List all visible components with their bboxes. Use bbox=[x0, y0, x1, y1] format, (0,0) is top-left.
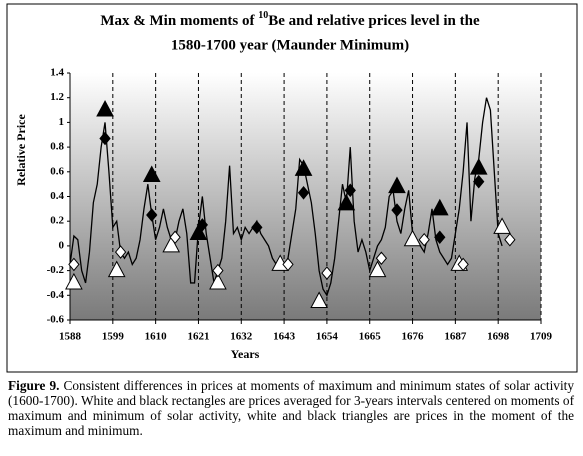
chart-title: 1580-1700 year (Maunder Minimum) bbox=[171, 37, 409, 53]
diamond-marker bbox=[114, 245, 127, 259]
x-tick-label: 1687 bbox=[444, 331, 467, 343]
triangle-marker bbox=[310, 291, 328, 308]
diamond-marker bbox=[68, 257, 80, 272]
diamond-marker bbox=[169, 230, 181, 245]
triangle-marker bbox=[430, 198, 449, 216]
triangle-marker bbox=[368, 260, 387, 278]
triangle-marker bbox=[162, 235, 181, 253]
triangle-marker bbox=[142, 165, 161, 183]
diamond-marker bbox=[251, 220, 263, 235]
title-part: Max & Min moments of bbox=[100, 13, 258, 29]
y-tick-label: -0.6 bbox=[47, 314, 65, 326]
x-tick-label: 1654 bbox=[316, 331, 339, 343]
diamond-marker bbox=[212, 263, 224, 278]
y-tick-label: 1.2 bbox=[50, 91, 64, 103]
diamond-marker bbox=[146, 208, 158, 222]
x-tick-label: 1676 bbox=[402, 331, 425, 343]
y-tick-label: 0.8 bbox=[50, 141, 64, 153]
triangle-marker bbox=[96, 99, 114, 117]
triangle-marker bbox=[337, 193, 356, 211]
x-tick-label: 1665 bbox=[359, 331, 382, 343]
diamond-marker bbox=[434, 230, 446, 245]
y-tick-label: 0 bbox=[59, 239, 65, 251]
x-tick-label: 1588 bbox=[59, 331, 82, 343]
triangle-marker bbox=[107, 260, 126, 278]
diamond-marker bbox=[282, 257, 294, 272]
y-tick-label: 0.6 bbox=[50, 165, 64, 177]
x-tick-label: 1599 bbox=[102, 331, 125, 343]
y-axis-label: Relative Price bbox=[14, 114, 28, 186]
x-tick-label: 1709 bbox=[530, 331, 553, 343]
diamond-marker bbox=[391, 203, 403, 217]
triangle-marker bbox=[294, 159, 313, 176]
y-tick-label: -0.2 bbox=[47, 264, 65, 276]
diamond-marker bbox=[196, 218, 208, 232]
diamond-marker bbox=[473, 174, 485, 189]
triangle-marker bbox=[189, 223, 208, 241]
diamond-marker bbox=[321, 266, 333, 280]
x-tick-label: 1698 bbox=[487, 331, 510, 343]
diamond-marker bbox=[504, 232, 516, 247]
chart: Max & Min moments of 10Be and relative p… bbox=[6, 3, 578, 373]
triangle-marker bbox=[493, 217, 511, 234]
diamond-marker bbox=[418, 232, 430, 247]
y-tick-label: -0.4 bbox=[47, 289, 65, 301]
y-tick-label: 0.2 bbox=[50, 215, 64, 227]
x-axis-label: Years bbox=[231, 347, 260, 361]
caption-text: Consistent differences in prices at mome… bbox=[8, 378, 574, 438]
x-tick-label: 1632 bbox=[230, 331, 253, 343]
triangle-marker bbox=[388, 176, 406, 194]
title-part: Be and relative prices level in the bbox=[268, 13, 480, 29]
x-tick-label: 1610 bbox=[145, 331, 168, 343]
diamond-marker bbox=[344, 183, 356, 198]
diamond-marker bbox=[375, 251, 388, 266]
x-tick-label: 1643 bbox=[273, 331, 296, 343]
diamond-marker bbox=[297, 186, 310, 200]
y-tick-label: 1 bbox=[59, 116, 65, 128]
triangle-marker bbox=[209, 272, 227, 290]
chart-title: Max & Min moments of 10Be and relative p… bbox=[100, 10, 480, 29]
y-tick-label: 1.4 bbox=[50, 67, 64, 79]
caption-label: Figure 9. bbox=[8, 378, 60, 393]
x-tick-label: 1621 bbox=[187, 331, 209, 343]
caption: Figure 9. Consistent differences in pric… bbox=[8, 378, 574, 438]
title-sup: 10 bbox=[258, 10, 268, 21]
triangle-marker bbox=[469, 158, 488, 175]
diamond-marker bbox=[457, 257, 469, 272]
triangle-marker bbox=[403, 229, 422, 247]
diamond-marker bbox=[99, 131, 111, 146]
y-tick-label: 0.4 bbox=[50, 190, 64, 202]
triangle-marker bbox=[65, 272, 83, 290]
